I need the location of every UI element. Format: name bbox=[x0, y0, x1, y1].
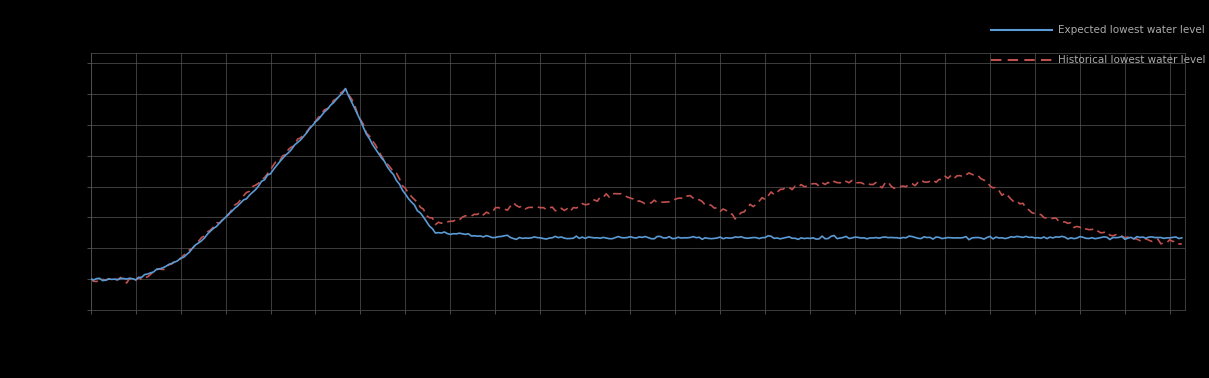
Text: Historical lowest water level: Historical lowest water level bbox=[1058, 56, 1205, 65]
Text: Expected lowest water level: Expected lowest water level bbox=[1058, 25, 1204, 35]
